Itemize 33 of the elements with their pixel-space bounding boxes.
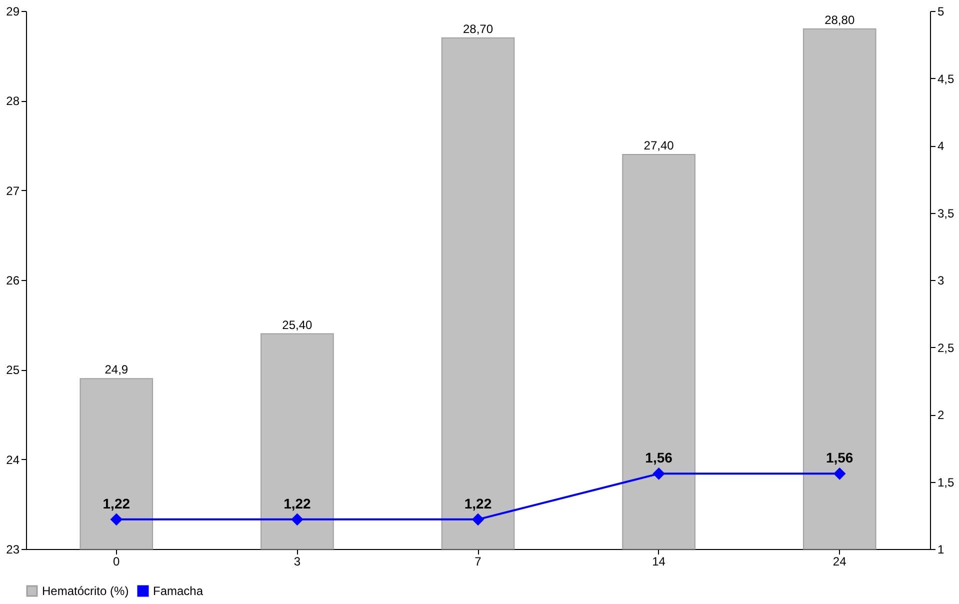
data-label: 1,22 xyxy=(284,495,312,512)
y2-tick-label: 4 xyxy=(938,139,944,153)
x-tick-label: 24 xyxy=(832,554,847,568)
y2-tick-label: 1,5 xyxy=(938,475,955,490)
data-label: 25,40 xyxy=(282,318,313,332)
data-label: 28,70 xyxy=(462,22,494,36)
data-label: 28,80 xyxy=(824,12,855,27)
y2-tick-label: 1 xyxy=(938,542,944,556)
data-label: 1,22 xyxy=(102,495,130,512)
y-tick-label: 25 xyxy=(6,363,20,378)
legend-label: Hematócrito (%) xyxy=(42,584,129,598)
y2-tick-label: 3 xyxy=(938,274,944,288)
y-tick-label: 26 xyxy=(6,274,20,288)
data-label: 1,56 xyxy=(645,450,673,466)
x-tick-label: 0 xyxy=(113,554,120,568)
y2-tick-label: 5 xyxy=(938,4,944,18)
y-tick-label: 28 xyxy=(6,94,20,108)
y-tick-label: 24 xyxy=(6,452,20,467)
x-tick-label: 3 xyxy=(294,554,301,568)
y2-tick-label: 4,5 xyxy=(938,72,955,86)
y2-tick-label: 2,5 xyxy=(938,340,955,355)
data-label: 1,22 xyxy=(464,495,492,512)
y-tick-label: 23 xyxy=(6,542,20,556)
y-tick-label: 29 xyxy=(6,4,20,18)
x-tick-label: 7 xyxy=(474,554,482,568)
y2-tick-label: 3,5 xyxy=(938,206,955,220)
legend-label: Famacha xyxy=(153,584,204,598)
y2-tick-label: 2 xyxy=(938,408,944,422)
data-label: 27,40 xyxy=(644,138,674,152)
data-label: 1,56 xyxy=(826,450,854,466)
x-tick-label: 14 xyxy=(652,554,666,568)
data-label: 24,9 xyxy=(104,362,128,377)
y-tick-label: 27 xyxy=(6,184,20,198)
